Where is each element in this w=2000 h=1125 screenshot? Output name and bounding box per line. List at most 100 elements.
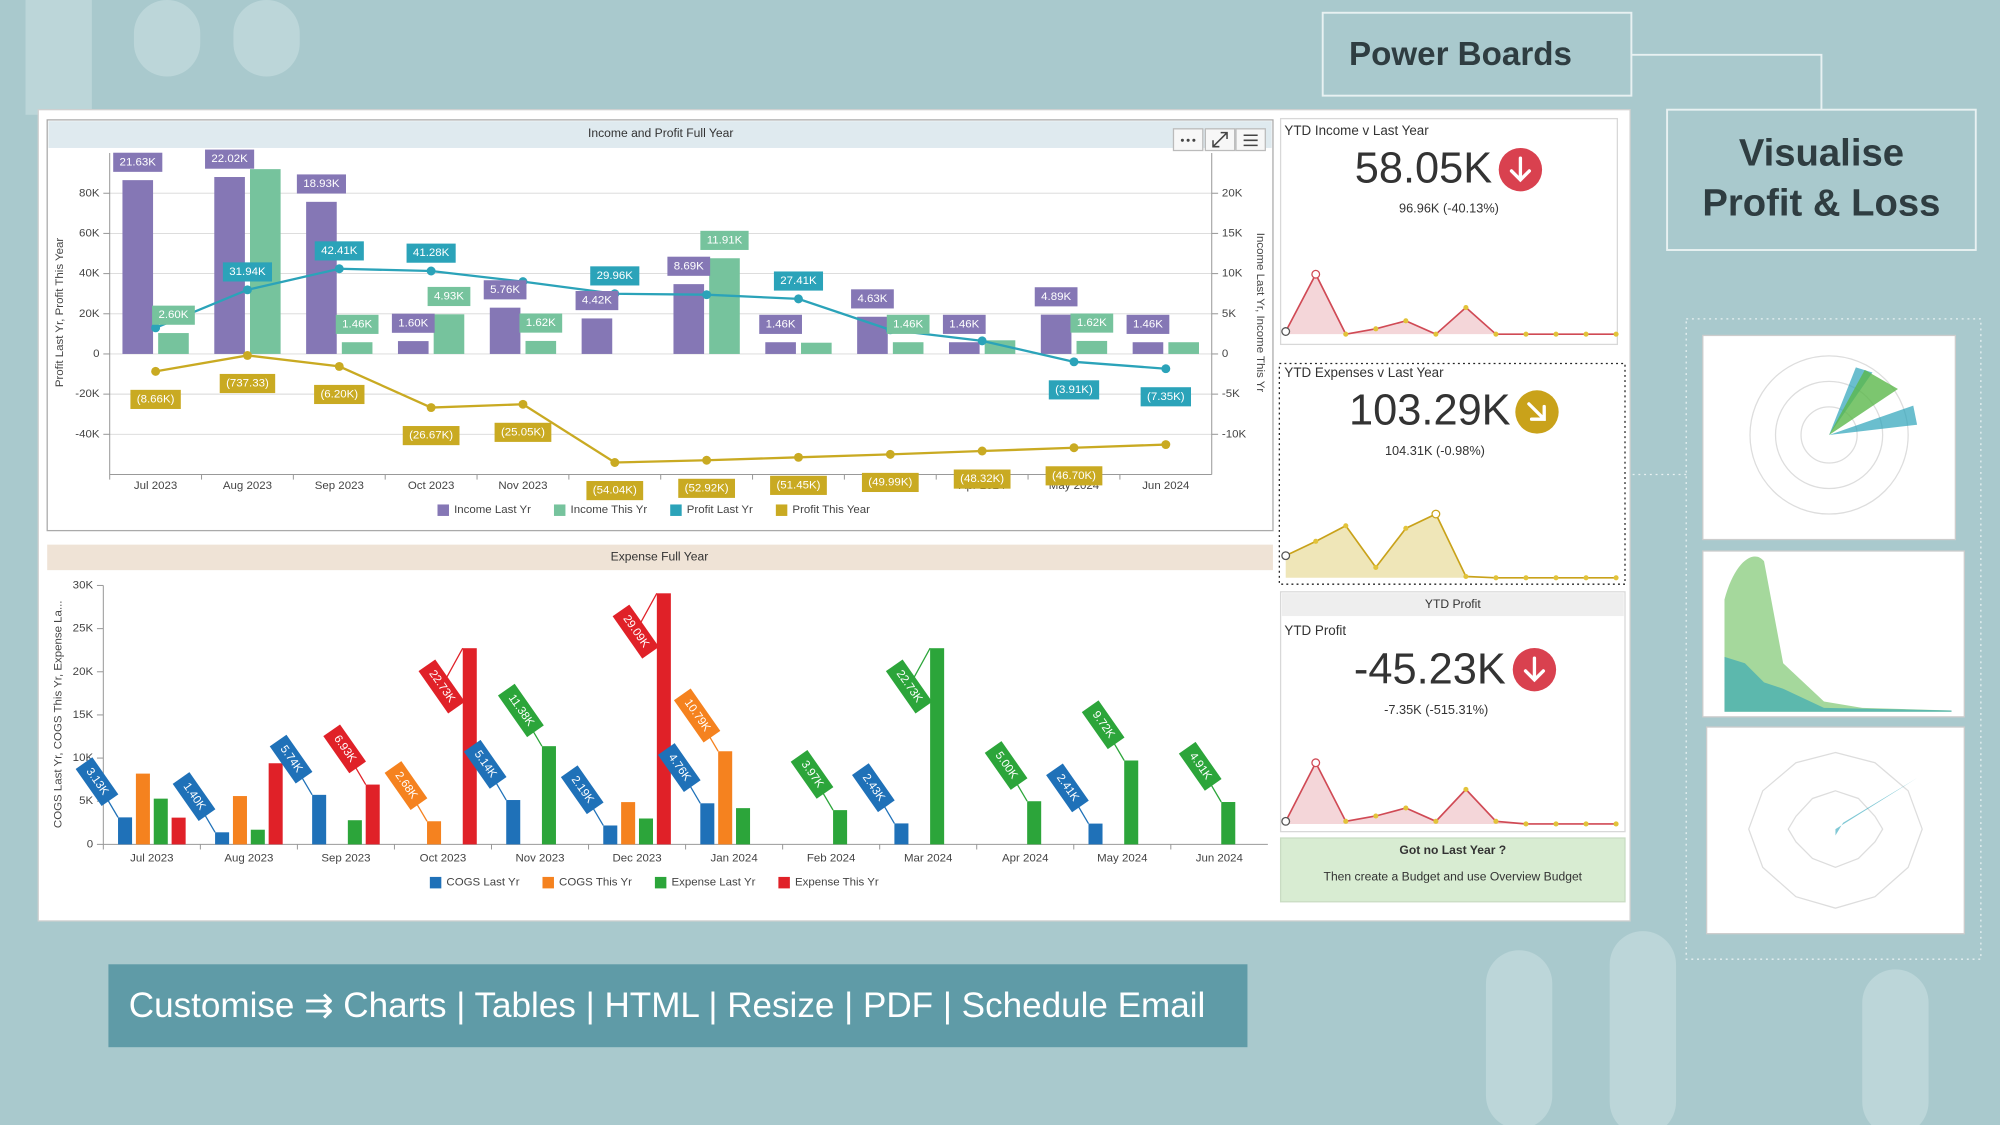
data-label-text: 4.93K	[434, 291, 464, 303]
y-tick-label: 40K	[79, 268, 100, 280]
data-label: (8.66K)	[130, 389, 181, 409]
data-label-text: (25.05K)	[501, 426, 545, 438]
bar	[621, 802, 636, 845]
data-label-text: (3.91K)	[1055, 384, 1093, 396]
connector	[1631, 53, 1823, 110]
y-tick-label: 20K	[73, 666, 94, 678]
legend-label: Expense Last Yr	[671, 877, 755, 889]
data-label: (737.33)	[219, 373, 276, 394]
data-label-box	[384, 761, 428, 810]
x-tick-label: Nov 2023	[498, 480, 547, 492]
data-label-text: 1.46K	[766, 318, 796, 330]
bar	[122, 180, 154, 354]
sparkline-point	[1433, 818, 1439, 824]
line-point	[794, 452, 803, 462]
notice-text: Then create a Budget and use Overview Bu…	[1324, 870, 1583, 884]
data-label: 29.96K	[590, 266, 640, 286]
data-label-box	[219, 373, 276, 394]
data-label-box	[402, 426, 460, 446]
y2-tick-label: -10K	[1222, 428, 1247, 440]
line-point	[702, 290, 712, 300]
background-decor	[25, 0, 1929, 1125]
bar	[347, 820, 362, 845]
chart-header	[48, 121, 1272, 148]
chart-title: Expense Full Year	[611, 550, 709, 564]
data-label-box	[391, 313, 435, 333]
data-label-box	[770, 475, 827, 495]
data-label-text: (46.70K)	[1052, 470, 1096, 482]
bar	[673, 284, 705, 354]
y2-axis-title: Income Last Yr, Income This Yr	[1254, 233, 1266, 393]
sparkline-point	[1431, 509, 1441, 519]
kpi-value: 103.29K	[1349, 387, 1511, 435]
data-label-text: (49.99K)	[868, 476, 912, 488]
sparkline-point	[1343, 818, 1349, 824]
data-label-box	[759, 314, 802, 334]
bar	[892, 342, 924, 354]
data-label-box	[942, 314, 986, 334]
data-label: 41.28K	[406, 243, 456, 263]
x-tick-label: Jan 2024	[711, 852, 759, 864]
bar	[250, 829, 265, 845]
sparkline-point	[1523, 575, 1529, 581]
bar	[603, 825, 618, 845]
data-label-box	[953, 469, 1011, 489]
data-label-text: 29.96K	[597, 270, 634, 282]
bar	[709, 258, 740, 354]
data-label-text: (52.92K)	[685, 482, 729, 494]
data-label-box	[172, 772, 216, 821]
y-tick-label: -40K	[75, 428, 100, 440]
kpi-comparison: -7.35K (-515.31%)	[1384, 702, 1488, 717]
data-label: 2.60K	[152, 305, 195, 325]
bar	[268, 763, 283, 845]
sparkline-point	[1403, 318, 1409, 324]
line-point	[1161, 364, 1171, 374]
sparkline-point	[1313, 538, 1319, 544]
data-label-box	[590, 266, 640, 286]
sparkline-point	[1493, 331, 1499, 337]
data-label-text: 22.02K	[211, 153, 248, 165]
data-label: (51.45K)	[770, 475, 827, 495]
data-label-box	[113, 152, 163, 172]
y-axis-title: COGS Last Yr, COGS This Yr, Expense La..…	[53, 600, 65, 828]
data-label: 1.46K	[886, 314, 930, 334]
sparkline-point	[1523, 821, 1529, 827]
x-tick-label: Aug 2023	[223, 480, 272, 492]
data-label-text: (54.04K)	[593, 485, 637, 497]
data-label-box	[773, 271, 824, 291]
notice-title: Got no Last Year ?	[1399, 843, 1506, 857]
line-point	[242, 350, 252, 360]
legend-swatch	[670, 504, 682, 516]
data-label: (6.20K)	[314, 384, 365, 405]
bar	[894, 823, 909, 845]
data-label-box	[612, 604, 659, 659]
bar	[433, 314, 465, 354]
data-label: 4.42K	[575, 291, 619, 311]
line	[155, 267, 1166, 370]
bar	[541, 746, 556, 845]
sparkline-point	[1281, 816, 1291, 826]
data-label-box	[269, 734, 313, 784]
data-label-text: 41.28K	[413, 247, 450, 259]
data-label: 1.62K	[519, 313, 563, 333]
y-tick-label: 15K	[73, 709, 94, 721]
legend-swatch	[437, 504, 449, 516]
data-label: 42.41K	[314, 241, 364, 261]
data-label: 31.94K	[222, 262, 273, 282]
tagline-box	[1666, 108, 1977, 251]
y2-tick-label: 10K	[1222, 268, 1243, 280]
data-label-text: (26.67K)	[409, 430, 453, 442]
sparkline-point	[1613, 331, 1619, 337]
data-label: (25.05K)	[494, 422, 552, 442]
kpi-comparison: 96.96K (-40.13%)	[1399, 201, 1499, 216]
x-tick-label: Sep 2023	[315, 480, 364, 492]
data-label-box	[418, 659, 465, 714]
x-tick-label: Jun 2024	[1142, 480, 1190, 492]
data-label-box	[427, 286, 471, 307]
data-label-text: 1.60K	[398, 317, 428, 329]
legend-label: Income This Yr	[571, 504, 648, 516]
bar	[1040, 314, 1072, 354]
bar	[158, 333, 189, 354]
legend-swatch	[542, 876, 554, 889]
data-label: 5.76K	[483, 280, 527, 300]
